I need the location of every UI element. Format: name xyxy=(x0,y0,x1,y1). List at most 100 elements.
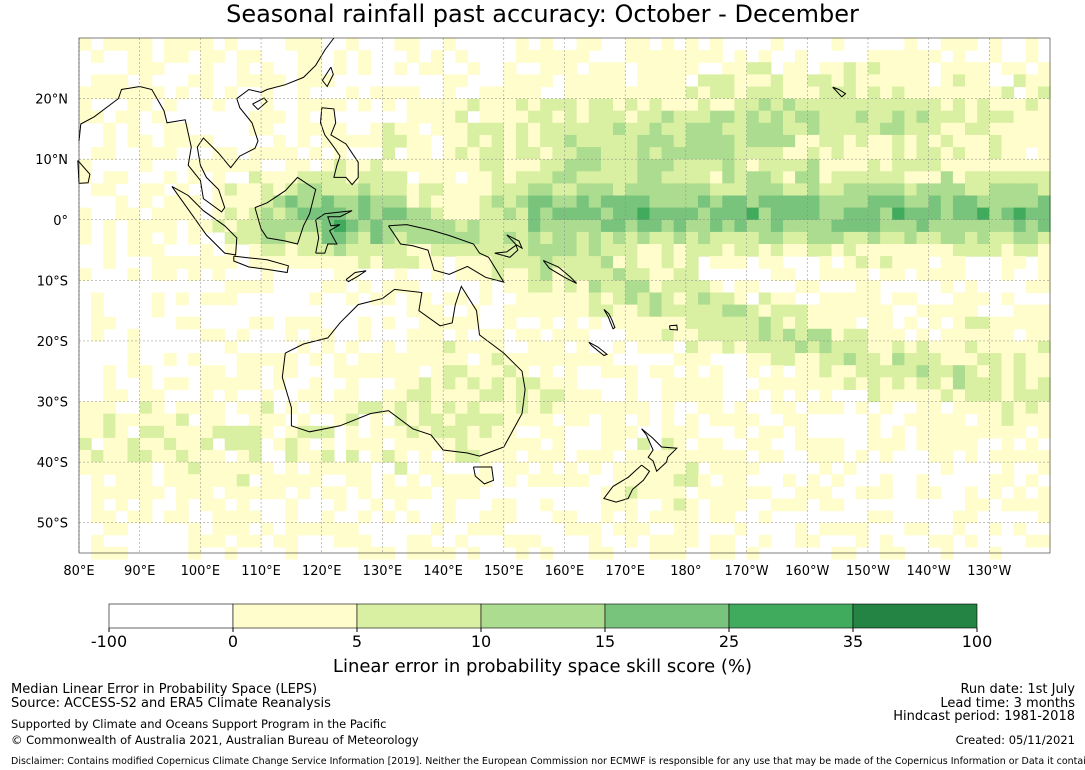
skill-cell xyxy=(248,207,262,221)
skill-cell xyxy=(358,316,371,330)
skill-cell xyxy=(139,50,153,63)
skill-cell xyxy=(139,134,153,148)
skill-cell xyxy=(370,219,383,233)
skill-cell xyxy=(625,389,638,403)
skill-cell xyxy=(698,389,711,403)
skill-cell xyxy=(285,219,298,233)
skill-cell xyxy=(807,328,820,342)
skill-cell xyxy=(224,474,238,487)
skill-cell xyxy=(977,389,990,403)
skill-cell xyxy=(722,413,735,427)
skill-cell xyxy=(685,340,699,354)
skill-cell xyxy=(540,340,553,354)
skill-cell xyxy=(637,62,650,75)
skill-cell xyxy=(443,110,456,124)
skill-cell xyxy=(212,50,226,63)
skill-cell xyxy=(661,498,675,512)
skill-cell xyxy=(139,486,153,500)
skill-cell xyxy=(1001,377,1015,390)
skill-cell xyxy=(491,425,505,439)
skill-cell xyxy=(625,110,638,124)
skill-cell xyxy=(273,171,286,184)
skill-cell xyxy=(661,244,675,257)
skill-cell xyxy=(431,50,444,63)
skill-cell xyxy=(528,159,541,172)
skill-cell xyxy=(758,304,772,318)
skill-cell xyxy=(309,401,323,415)
skill-cell xyxy=(758,86,772,100)
skill-cell xyxy=(382,244,396,257)
skill-cell xyxy=(588,98,602,112)
skill-cell xyxy=(600,365,614,378)
colorbar-swatch xyxy=(232,603,358,629)
skill-cell xyxy=(285,316,298,330)
skill-cell xyxy=(528,134,541,148)
skill-cell xyxy=(321,110,335,124)
skill-cell xyxy=(1037,147,1051,160)
skill-cell xyxy=(940,147,954,160)
skill-cell xyxy=(309,522,323,536)
skill-cell xyxy=(916,425,930,439)
skill-cell xyxy=(224,231,238,245)
skill-cell xyxy=(91,401,104,415)
skill-cell xyxy=(940,183,954,197)
skill-cell xyxy=(333,244,347,257)
skill-cell xyxy=(770,195,784,209)
skill-cell xyxy=(722,256,735,269)
skill-cell xyxy=(673,462,687,475)
skill-cell xyxy=(795,389,808,403)
skill-cell xyxy=(819,389,833,403)
skill-cell xyxy=(443,147,456,160)
skill-cell xyxy=(321,450,335,463)
skill-cell xyxy=(807,159,820,172)
skill-cell xyxy=(164,450,177,463)
skill-cell xyxy=(710,122,723,136)
skill-cell xyxy=(564,219,578,233)
colorbar-title: Linear error in probability space skill … xyxy=(332,656,753,677)
skill-cell xyxy=(940,74,954,88)
skill-cell xyxy=(916,413,930,427)
skill-cell xyxy=(431,171,444,184)
skill-cell xyxy=(916,256,930,269)
skill-cell xyxy=(795,425,808,439)
skill-cell xyxy=(552,474,566,487)
skill-cell xyxy=(1025,474,1039,487)
skill-cell xyxy=(977,110,990,124)
skill-cell xyxy=(855,74,869,88)
skill-cell xyxy=(588,171,602,184)
skill-cell xyxy=(467,413,481,427)
skill-cell xyxy=(807,219,820,233)
skill-cell xyxy=(467,98,481,112)
colorbar-tick-label: 5 xyxy=(352,632,362,651)
skill-cell xyxy=(867,425,881,439)
skill-cell xyxy=(479,365,493,378)
skill-cell xyxy=(200,401,214,415)
skill-cell xyxy=(783,122,796,136)
skill-cell xyxy=(115,522,129,536)
skill-cell xyxy=(200,498,214,512)
skill-cell xyxy=(613,486,626,500)
skill-cell xyxy=(867,231,881,245)
skill-cell xyxy=(115,110,129,124)
skill-cell xyxy=(928,122,942,136)
skill-cell xyxy=(516,462,529,475)
skill-cell xyxy=(710,316,723,330)
skill-cell xyxy=(613,280,626,294)
skill-cell xyxy=(455,74,468,88)
skill-cell xyxy=(479,328,493,342)
skill-cell xyxy=(1013,353,1027,366)
skill-cell xyxy=(613,425,626,439)
skill-cell xyxy=(892,171,905,184)
skill-cell xyxy=(528,328,541,342)
skill-cell xyxy=(273,207,286,221)
skill-cell xyxy=(261,195,274,209)
skill-cell xyxy=(200,159,214,172)
skill-cell xyxy=(370,498,383,512)
skill-cell xyxy=(394,219,408,233)
skill-cell xyxy=(867,510,881,524)
skill-cell xyxy=(795,147,808,160)
skill-cell xyxy=(722,231,735,245)
skill-cell xyxy=(892,389,905,403)
skill-cell xyxy=(649,280,663,294)
